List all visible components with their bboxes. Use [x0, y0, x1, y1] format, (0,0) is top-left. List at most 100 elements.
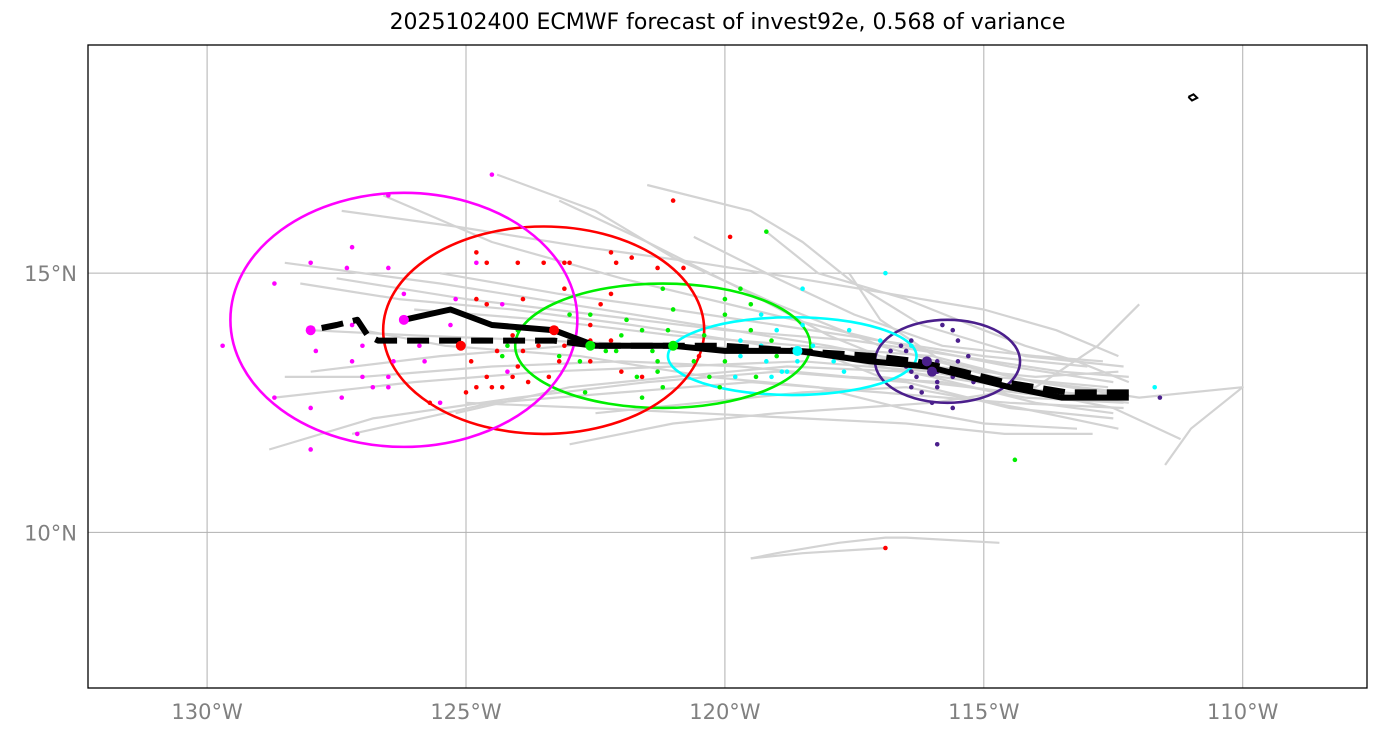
ensemble-dot-day-3 [1012, 457, 1018, 463]
mean-point-day-3 [585, 340, 596, 351]
ensemble-dot-day-4 [562, 286, 567, 292]
mean-track-solid [403, 306, 1129, 401]
ensemble-dot-day-4 [515, 260, 521, 266]
ensemble-dot-day-1 [898, 343, 904, 349]
ensemble-dot-day-5 [448, 322, 453, 328]
ensemble-dot-day-1 [950, 405, 956, 411]
y-tick-label: 10°N [24, 521, 77, 545]
ensemble-dot-day-5 [437, 400, 443, 406]
ensemble-dot-day-5 [386, 384, 391, 390]
ensemble-dot-day-5 [386, 193, 391, 198]
ensemble-dot-day-4 [520, 348, 526, 354]
ensemble-dot-day-1 [929, 400, 935, 406]
ensemble-dot-day-4 [463, 390, 469, 395]
ensemble-dot-day-3 [624, 317, 629, 323]
ensemble-dot-day-5 [272, 281, 277, 286]
ensemble-dot-day-1 [903, 348, 909, 354]
ensemble-dot-day-3 [567, 312, 572, 317]
ensemble-dot-day-4 [883, 545, 888, 551]
ensemble-dot-day-5 [386, 265, 391, 271]
ensemble-dot-day-5 [505, 369, 510, 374]
ensemble-dot-day-3 [753, 374, 759, 380]
ensemble-dot-day-3 [764, 229, 769, 234]
ensemble-dot-day-4 [474, 296, 479, 302]
ensemble-dot-day-2 [779, 369, 785, 374]
ensemble-dot-day-4 [494, 348, 500, 354]
ensemble-dot-day-5 [370, 384, 376, 390]
ensemble-track [300, 282, 1062, 399]
ensemble-dot-day-1 [934, 441, 940, 447]
ensemble-dot-day-5 [339, 395, 345, 400]
ensemble-dot-day-2 [764, 359, 769, 364]
ensemble-dot-day-2 [784, 369, 790, 374]
ensemble-dot-day-5 [308, 447, 313, 452]
mean-point-day-2 [792, 345, 803, 356]
ensemble-dot-day-3 [738, 286, 743, 292]
ensemble-track [750, 546, 886, 560]
ensemble-dot-day-5 [360, 374, 365, 380]
y-tick-label: 15°N [24, 262, 77, 286]
ensemble-dot-day-4 [556, 359, 562, 364]
ensemble-dot-day-4 [629, 255, 635, 260]
ellipse-day-5 [229, 191, 579, 449]
ensemble-dot-day-1 [934, 359, 940, 364]
ensemble-track [284, 261, 1119, 378]
ensemble-dot-day-2 [841, 369, 847, 374]
ensemble-dot-day-1 [909, 338, 914, 343]
ensemble-dot-day-3 [707, 374, 712, 380]
ellipse-day-3 [513, 282, 812, 410]
ensemble-dot-day-1 [934, 379, 940, 385]
ensemble-dot-day-4 [541, 260, 546, 266]
ensemble-dot-day-3 [650, 348, 655, 354]
ensemble-dot-day-4 [727, 234, 733, 240]
ensemble-dot-day-4 [608, 291, 614, 297]
ensemble-track [465, 401, 1093, 435]
ensemble-track [341, 209, 1119, 358]
ensemble-dot-day-4 [670, 198, 676, 203]
ensemble-dot-day-3 [670, 307, 676, 312]
axis-tick-labels: 130°W 125°W 120°W 115°W 110°W 10°N 15°N [24, 262, 1279, 724]
ensemble-dot-day-5 [489, 172, 495, 177]
ensemble-dot-day-5 [360, 343, 365, 349]
x-tick-label: 115°W [948, 700, 1020, 724]
ensemble-dot-day-5 [354, 431, 360, 437]
ensemble-dot-day-5 [386, 374, 391, 380]
ensemble-dot-day-4 [510, 374, 515, 380]
ensemble-dot-day-4 [474, 384, 479, 390]
ensemble-dot-day-4 [468, 359, 474, 364]
ensemble-dot-day-4 [489, 384, 495, 390]
ensemble-dot-day-2 [758, 312, 764, 317]
ensemble-dot-day-3 [619, 333, 624, 338]
ensemble-dot-day-4 [427, 400, 433, 406]
ensemble-dot-day-3 [603, 348, 609, 354]
ensemble-dot-day-3 [717, 384, 723, 390]
ensemble-dot-day-4 [515, 364, 521, 369]
ensemble-dot-day-3 [634, 374, 640, 380]
ellipse-day-4 [381, 225, 706, 436]
ensemble-dot-day-1 [909, 369, 914, 374]
ensemble-dot-day-1 [919, 390, 924, 395]
ensemble-dot-day-3 [655, 369, 660, 374]
ensemble-dot-day-3 [748, 327, 754, 333]
ensemble-dot-day-1 [909, 384, 914, 390]
ensemble-dot-day-2 [877, 338, 883, 343]
ensemble-dot-day-3 [587, 312, 593, 317]
x-tick-label: 110°W [1207, 700, 1279, 724]
ensemble-dot-day-4 [639, 374, 645, 380]
ensemble-dot-day-5 [349, 244, 355, 250]
ensemble-dot-day-5 [313, 348, 319, 354]
ensemble-tracks [268, 173, 1244, 560]
ensemble-dot-day-3 [655, 359, 660, 364]
ensemble-dot-day-4 [587, 359, 593, 364]
ensemble-dot-day-3 [722, 359, 728, 364]
ensemble-dot-day-5 [349, 322, 355, 328]
ensemble-dot-day-4 [655, 265, 660, 271]
ensemble-track [569, 303, 1140, 446]
ensemble-dot-day-2 [909, 343, 914, 349]
ensemble-dot-day-4 [567, 260, 572, 266]
ensemble-dot-day-4 [598, 301, 603, 307]
ensemble-dot-day-3 [505, 343, 510, 349]
ensemble-dot-day-4 [525, 379, 531, 385]
ensemble-dot-day-3 [691, 359, 697, 364]
